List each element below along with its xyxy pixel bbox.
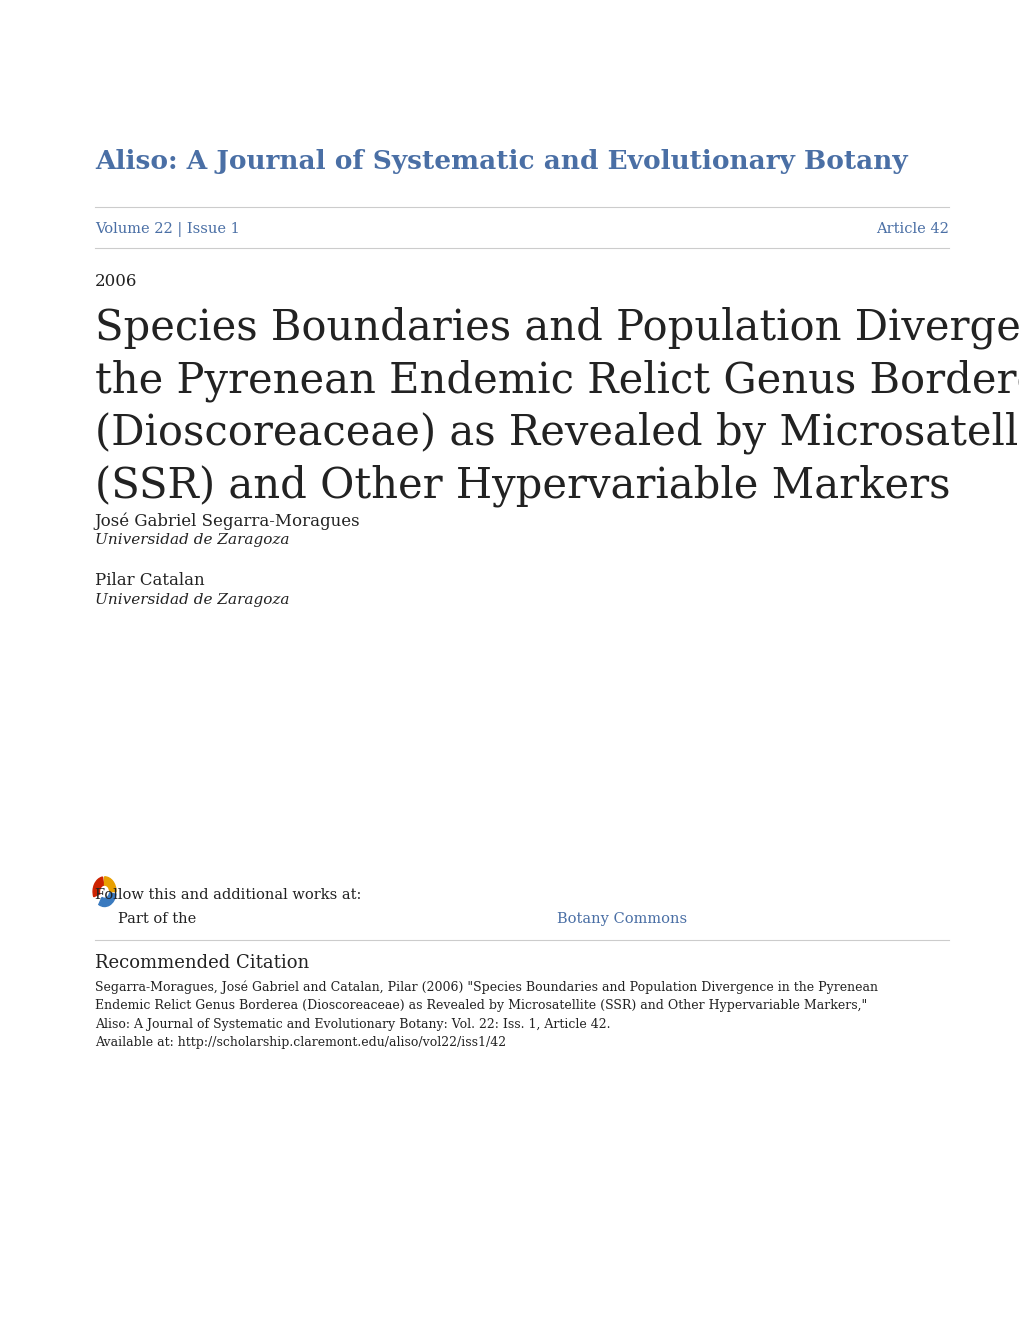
Text: Available at: http://scholarship.claremont.edu/aliso/vol22/iss1/42: Available at: http://scholarship.claremo…: [95, 1036, 505, 1049]
Text: Aliso: A Journal of Systematic and Evolutionary Botany: Aliso: A Journal of Systematic and Evolu…: [95, 149, 907, 174]
Text: Volume 22 | Issue 1: Volume 22 | Issue 1: [95, 222, 239, 236]
Text: (SSR) and Other Hypervariable Markers: (SSR) and Other Hypervariable Markers: [95, 465, 950, 507]
Text: Pilar Catalan: Pilar Catalan: [95, 572, 204, 589]
Wedge shape: [105, 876, 116, 892]
Text: Universidad de Zaragoza: Universidad de Zaragoza: [95, 593, 289, 607]
Text: 2006: 2006: [95, 273, 138, 290]
Text: Endemic Relict Genus Borderea (Dioscoreaceae) as Revealed by Microsatellite (SSR: Endemic Relict Genus Borderea (Dioscorea…: [95, 999, 866, 1012]
Text: Article 42: Article 42: [875, 222, 948, 236]
Text: José Gabriel Segarra-Moragues: José Gabriel Segarra-Moragues: [95, 512, 360, 529]
Wedge shape: [93, 876, 104, 896]
Text: Universidad de Zaragoza: Universidad de Zaragoza: [95, 533, 289, 548]
Text: Recommended Citation: Recommended Citation: [95, 954, 309, 973]
Text: Species Boundaries and Population Divergence in: Species Boundaries and Population Diverg…: [95, 306, 1019, 348]
Text: Segarra-Moragues, José Gabriel and Catalan, Pilar (2006) "Species Boundaries and: Segarra-Moragues, José Gabriel and Catal…: [95, 981, 877, 994]
Text: Botany Commons: Botany Commons: [556, 912, 686, 927]
Text: Follow this and additional works at:: Follow this and additional works at:: [95, 888, 366, 903]
Text: Part of the: Part of the: [118, 912, 201, 927]
Text: (Dioscoreaceae) as Revealed by Microsatellite: (Dioscoreaceae) as Revealed by Microsate…: [95, 412, 1019, 454]
Text: the Pyrenean Endemic Relict Genus Borderea: the Pyrenean Endemic Relict Genus Border…: [95, 359, 1019, 401]
Text: Aliso: A Journal of Systematic and Evolutionary Botany: Vol. 22: Iss. 1, Article: Aliso: A Journal of Systematic and Evolu…: [95, 1018, 609, 1031]
Wedge shape: [99, 892, 116, 907]
